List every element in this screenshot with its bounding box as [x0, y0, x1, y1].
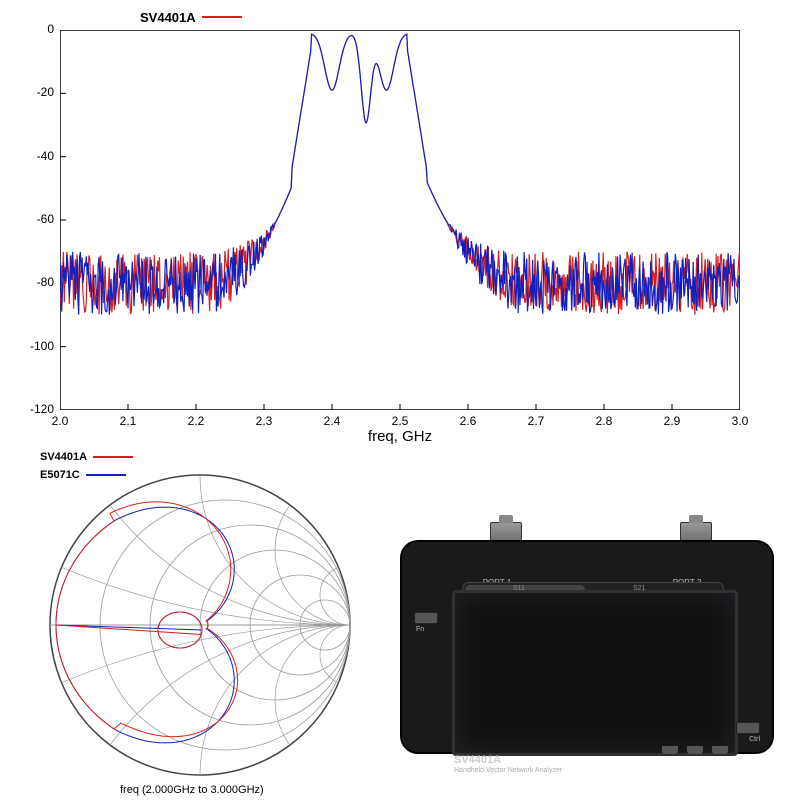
nav-right-button[interactable]: [712, 746, 728, 754]
x-axis-label: freq, GHz: [368, 428, 432, 445]
s21-chart: [60, 30, 740, 410]
x-tick-label: 2.7: [516, 414, 556, 428]
x-tick-label: 2.6: [448, 414, 488, 428]
smith-chart: [40, 460, 360, 790]
fn-label: Fn: [416, 626, 424, 633]
device-subtitle: Handheld Vector Network Analyzer: [454, 767, 562, 774]
fn-button[interactable]: [414, 612, 438, 624]
device-screen: [452, 590, 738, 756]
nav-ok-button[interactable]: [687, 746, 703, 754]
ctrl-button[interactable]: [736, 722, 760, 734]
device-body: PORT 1 PORT 2 S11 S21 Fn Ctrl SV4401A Ha…: [400, 540, 774, 754]
y-tick-label: -80: [14, 275, 54, 289]
smith-caption: freq (2.000GHz to 3.000GHz): [120, 784, 264, 796]
x-tick-label: 2.2: [176, 414, 216, 428]
x-tick-label: 2.9: [652, 414, 692, 428]
x-tick-label: 2.1: [108, 414, 148, 428]
device-name: SV4401A: [454, 754, 501, 766]
x-tick-label: 2.3: [244, 414, 284, 428]
ctrl-label: Ctrl: [749, 736, 760, 743]
legend-row-series1: SV4401A: [140, 8, 242, 26]
y-tick-label: -60: [14, 212, 54, 226]
y-tick-label: -20: [14, 85, 54, 99]
y-tick-label: -40: [14, 149, 54, 163]
device: PORT 1 PORT 2 S11 S21 Fn Ctrl SV4401A Ha…: [400, 510, 770, 750]
legend-b-sw1: [93, 456, 133, 458]
y-tick-label: -100: [14, 339, 54, 353]
x-tick-label: 2.8: [584, 414, 624, 428]
legend-swatch-series1: [202, 16, 242, 18]
legend-label-series1: SV4401A: [140, 10, 196, 25]
x-tick-label: 2.4: [312, 414, 352, 428]
x-tick-label: 2.5: [380, 414, 420, 428]
nav-left-button[interactable]: [662, 746, 678, 754]
page: SV4401A E5071C 0-20-40-60-80-100-120 2.0…: [0, 0, 800, 800]
x-tick-label: 2.0: [40, 414, 80, 428]
y-tick-label: 0: [14, 22, 54, 36]
x-tick-label: 3.0: [720, 414, 760, 428]
